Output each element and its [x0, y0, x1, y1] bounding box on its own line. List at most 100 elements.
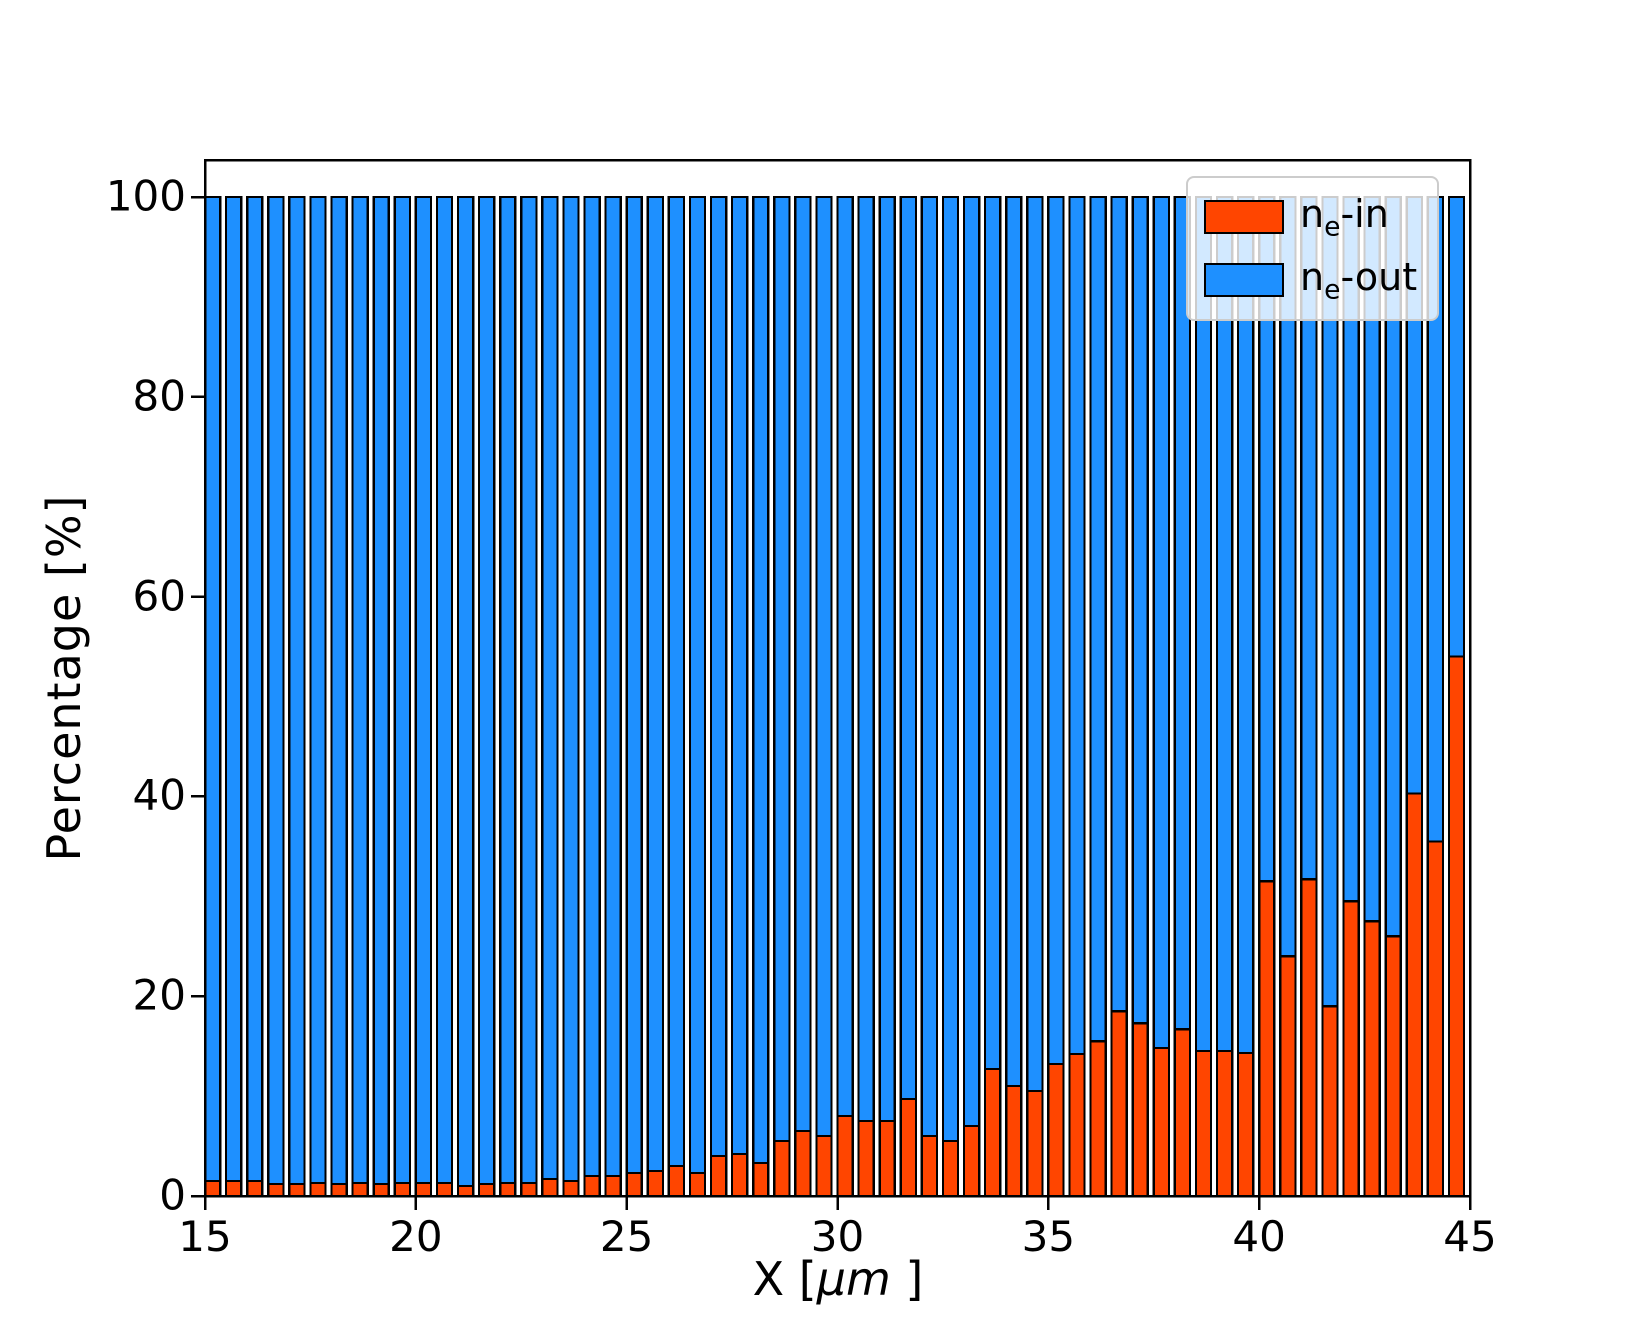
bar-segment-ne-in	[794, 1129, 812, 1198]
bar-segment-ne-out	[309, 195, 327, 1185]
legend-label-ne-out-suffix: -out	[1340, 254, 1418, 299]
bar-segment-ne-in	[1005, 1085, 1023, 1198]
legend-label-ne-out-base: n	[1300, 254, 1325, 299]
bar-segment-ne-out	[941, 195, 960, 1143]
bar-segment-ne-in	[625, 1171, 643, 1198]
x-tick-label: 25	[599, 1212, 654, 1261]
bar-segment-ne-in	[773, 1139, 791, 1198]
x-axis-label-math: μm	[816, 1252, 891, 1306]
y-tick-label: 20	[132, 970, 186, 1020]
bar-segment-ne-out	[752, 195, 770, 1165]
legend-swatch-ne-in	[1204, 200, 1284, 235]
bar-segment-ne-out	[1047, 195, 1065, 1066]
bar-segment-ne-out	[393, 195, 412, 1185]
bar-segment-ne-in	[203, 1179, 222, 1198]
legend-label-ne-out: ne-out	[1300, 255, 1417, 306]
bar-segment-ne-out	[667, 195, 686, 1168]
bar-segment-ne-in	[224, 1179, 243, 1198]
bar-segment-ne-out	[1236, 195, 1255, 1055]
bar-segment-ne-in	[1110, 1010, 1128, 1198]
legend-label-ne-in-base: n	[1300, 192, 1325, 236]
bar-segment-ne-out	[1173, 195, 1192, 1031]
bar-segment-ne-in	[1236, 1052, 1255, 1198]
y-tick-label: 40	[132, 770, 186, 820]
bar-segment-ne-in	[1152, 1047, 1171, 1198]
bar-segment-ne-in	[1279, 955, 1297, 1198]
bar-segment-ne-out	[1215, 195, 1234, 1053]
bar-segment-ne-out	[625, 195, 643, 1175]
bar-segment-ne-in	[1068, 1053, 1086, 1198]
bar-segment-ne-in	[1342, 900, 1360, 1198]
bar-segment-ne-out	[1152, 195, 1171, 1050]
bar-segment-ne-in	[414, 1181, 433, 1198]
bar-segment-ne-out	[983, 195, 1002, 1071]
y-tick-label: 60	[132, 571, 186, 621]
bar-segment-ne-out	[224, 195, 243, 1183]
x-tick-label: 30	[810, 1212, 865, 1261]
bar-segment-ne-out	[330, 195, 348, 1186]
bar-segment-ne-out	[920, 195, 939, 1138]
bar-segment-ne-out	[773, 195, 791, 1143]
bar-segment-ne-in	[730, 1152, 749, 1198]
bar-segment-ne-out	[878, 195, 896, 1123]
bar-segment-ne-in	[372, 1182, 390, 1198]
bar-segment-ne-out	[267, 195, 285, 1186]
legend-item-ne-out: ne-out	[1204, 255, 1417, 306]
bar-segment-ne-in	[899, 1097, 918, 1198]
bar-segment-ne-out	[1447, 195, 1466, 658]
bar-segment-ne-in	[1384, 935, 1402, 1198]
bar-segment-ne-in	[1426, 840, 1445, 1198]
bar-segment-ne-in	[1258, 880, 1276, 1198]
bar-segment-ne-in	[1089, 1040, 1107, 1198]
bar-segment-ne-in	[646, 1169, 665, 1198]
bar-segment-ne-in	[246, 1179, 264, 1198]
bar-segment-ne-in	[1215, 1050, 1234, 1198]
bar-segment-ne-out	[583, 195, 601, 1178]
bar-segment-ne-in	[1321, 1005, 1339, 1198]
bar-segment-ne-out	[1089, 195, 1107, 1043]
x-tick-label: 20	[389, 1212, 443, 1261]
bar-segment-ne-out	[562, 195, 580, 1183]
bar-segment-ne-out	[499, 195, 517, 1185]
bar-segment-ne-out	[646, 195, 665, 1173]
bar-segment-ne-out	[815, 195, 833, 1138]
y-tick-labels: 0 20 40 60 80 100	[0, 160, 186, 1220]
bar-segment-ne-in	[878, 1119, 896, 1198]
bar-segment-ne-out	[604, 195, 622, 1178]
legend-label-ne-in-suffix: -in	[1340, 192, 1389, 236]
bar-segment-ne-in	[309, 1181, 327, 1198]
bar-segment-ne-out	[1005, 195, 1023, 1088]
bar-segment-ne-in	[1131, 1022, 1149, 1198]
bar-segment-ne-out	[1026, 195, 1044, 1093]
bar-segment-ne-in	[836, 1114, 854, 1198]
legend-label-ne-in: ne-in	[1300, 192, 1389, 243]
bar-segment-ne-in	[962, 1124, 981, 1198]
bar-segment-ne-in	[752, 1161, 770, 1198]
y-tick-label: 100	[105, 171, 186, 221]
bar-segment-ne-in	[1173, 1028, 1192, 1198]
bar-segment-ne-in	[1447, 655, 1466, 1198]
bar-segment-ne-in	[499, 1181, 517, 1198]
bar-segment-ne-out	[1131, 195, 1149, 1025]
bar-segment-ne-out	[541, 195, 559, 1181]
x-tick-label: 35	[1021, 1212, 1076, 1261]
x-axis-label-suffix: ]	[890, 1252, 924, 1306]
bar-segment-ne-out	[836, 195, 854, 1118]
bar-segment-ne-in	[541, 1177, 559, 1198]
bar-segment-ne-out	[372, 195, 390, 1186]
bar-segment-ne-out	[857, 195, 875, 1123]
bar-segment-ne-out	[794, 195, 812, 1133]
legend-swatch-ne-out	[1204, 262, 1284, 297]
bar-segment-ne-out	[688, 195, 707, 1175]
bar-segment-ne-out	[477, 195, 496, 1186]
bar-segment-ne-in	[1194, 1050, 1213, 1198]
bar-segment-ne-out	[520, 195, 538, 1185]
bar-segment-ne-in	[477, 1182, 496, 1198]
x-tick-label: 15	[178, 1212, 232, 1261]
bar-segment-ne-out	[288, 195, 306, 1186]
bar-segment-ne-out	[709, 195, 728, 1158]
bar-segment-ne-out	[246, 195, 264, 1183]
x-tick-label: 45	[1443, 1212, 1497, 1261]
